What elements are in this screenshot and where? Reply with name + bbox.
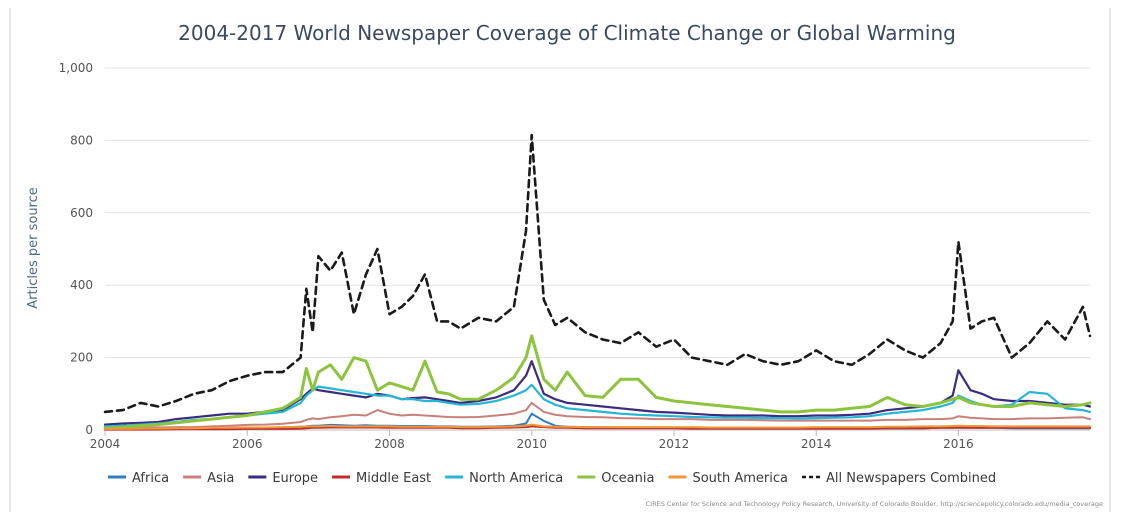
series-lines — [103, 133, 1092, 431]
chart-title: 2004-2017 World Newspaper Coverage of Cl… — [178, 21, 956, 45]
legend-item-middle-east: Middle East — [332, 471, 431, 486]
legend-label: Oceania — [601, 471, 654, 486]
x-tick-label: 2014 — [801, 437, 832, 451]
x-axis-ticks: 2004 2006 2008 2010 2012 2014 2016 — [90, 430, 974, 451]
legend-label: South America — [692, 471, 788, 486]
frame-lines — [9, 8, 1111, 512]
legend-item-europe: Europe — [248, 471, 318, 486]
legend-label: Asia — [207, 471, 234, 486]
y-axis-label: Articles per source — [26, 187, 41, 309]
x-tick-label: 2016 — [943, 437, 974, 451]
series-line-oceania — [103, 334, 1092, 430]
series-line-middle-east — [104, 425, 1091, 431]
grid-lines — [105, 67, 1090, 431]
legend-item-oceania: Oceania — [577, 471, 654, 486]
x-tick-label: 2012 — [659, 437, 690, 451]
x-tick-label: 2004 — [90, 437, 121, 451]
y-tick-label: 1,000 — [59, 61, 93, 75]
y-tick-label: 400 — [70, 278, 93, 292]
legend-label: Africa — [132, 471, 169, 486]
legend-item-north-america: North America — [445, 471, 563, 486]
y-tick-label: 200 — [70, 351, 93, 365]
x-tick-label: 2006 — [232, 437, 263, 451]
source-credit: CIRES Center for Science and Technology … — [646, 500, 1103, 508]
series-line-south-america — [104, 423, 1091, 430]
legend-label: Europe — [272, 471, 318, 486]
legend-label: North America — [469, 471, 563, 486]
y-tick-label: 600 — [70, 206, 93, 220]
legend-item-africa: Africa — [108, 471, 169, 486]
legend-label: All Newspapers Combined — [826, 471, 996, 486]
legend-label: Middle East — [356, 471, 431, 486]
legend-item-all-newspapers-combined: All Newspapers Combined — [801, 471, 996, 486]
legend: Africa Asia Europe Middle East North America… — [108, 471, 996, 486]
series-line-north-america — [103, 383, 1092, 428]
y-axis-ticks: 0 200 400 600 800 1,000 — [59, 61, 93, 437]
series-line-asia — [104, 401, 1091, 430]
legend-item-south-america: South America — [668, 471, 788, 486]
series-line-all-newspapers-combined — [103, 133, 1092, 414]
y-tick-label: 800 — [70, 133, 93, 147]
legend-item-asia: Asia — [183, 471, 234, 486]
y-tick-label: 0 — [85, 423, 93, 437]
x-tick-label: 2010 — [516, 437, 547, 451]
x-tick-label: 2008 — [374, 437, 405, 451]
